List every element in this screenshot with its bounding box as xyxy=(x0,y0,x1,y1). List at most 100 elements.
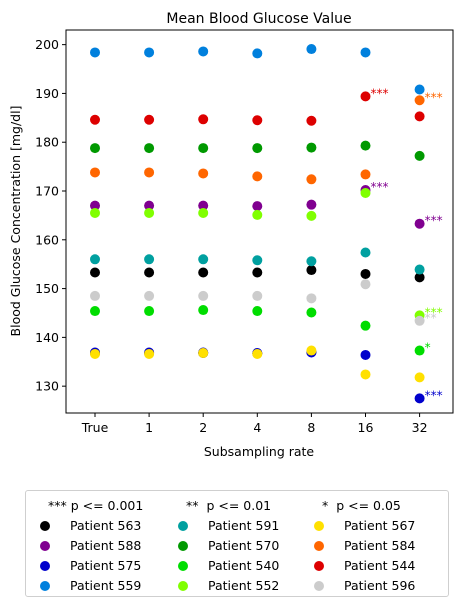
legend-label: Patient 584 xyxy=(344,538,416,553)
y-tick-label: 160 xyxy=(35,232,59,247)
data-point xyxy=(360,169,371,180)
data-point xyxy=(90,306,100,317)
data-point xyxy=(144,306,155,317)
data-point xyxy=(252,290,263,301)
data-point xyxy=(252,143,263,154)
data-point xyxy=(306,345,317,356)
legend-label: Patient 544 xyxy=(344,558,416,573)
significance-label: *** xyxy=(371,86,389,100)
data-point xyxy=(306,142,317,153)
data-point xyxy=(198,290,209,301)
x-tick-label: 4 xyxy=(253,420,261,435)
data-point xyxy=(144,47,155,58)
data-point xyxy=(414,272,425,283)
y-tick-label: 140 xyxy=(35,330,59,345)
legend-label: Patient 563 xyxy=(70,518,142,533)
data-point xyxy=(90,47,100,58)
data-point xyxy=(360,320,371,331)
legend-header: * p <= 0.05 xyxy=(322,498,401,513)
data-point xyxy=(306,115,317,126)
chart-title: Mean Blood Glucose Value xyxy=(166,11,351,27)
data-point xyxy=(252,201,263,212)
legend-marker xyxy=(178,581,188,591)
data-point xyxy=(414,95,425,106)
data-point xyxy=(144,254,155,265)
data-point xyxy=(252,171,263,182)
data-point xyxy=(414,372,425,383)
legend-label: Patient 591 xyxy=(208,518,280,533)
legend-label: Patient 575 xyxy=(70,558,142,573)
significance-label: *** xyxy=(371,180,389,194)
x-tick-label: 2 xyxy=(199,420,207,435)
data-point xyxy=(198,267,209,278)
data-point xyxy=(252,306,263,317)
data-point xyxy=(360,247,371,258)
data-point xyxy=(306,44,317,55)
data-point xyxy=(90,200,100,211)
data-point xyxy=(90,143,100,154)
significance-label: *** xyxy=(425,90,443,104)
data-point xyxy=(306,293,317,304)
significance-label: ** xyxy=(425,311,437,325)
legend-marker xyxy=(40,521,50,531)
significance-label: *** xyxy=(425,388,443,402)
data-point xyxy=(414,345,425,356)
data-point xyxy=(198,168,209,179)
data-point xyxy=(198,305,209,316)
legend-marker xyxy=(178,521,188,531)
y-tick-label: 130 xyxy=(35,379,59,394)
y-tick-label: 150 xyxy=(35,281,59,296)
legend: *** p <= 0.001 ** p <= 0.01 * p <= 0.05 Pat… xyxy=(25,490,449,597)
y-axis: 130 140 150 160 170 180 190 200 xyxy=(35,37,66,394)
data-point xyxy=(144,143,155,154)
legend-label: Patient 570 xyxy=(208,538,280,553)
y-tick-label: 200 xyxy=(35,37,59,52)
data-point xyxy=(414,150,425,161)
x-axis: True 1 2 4 8 16 32 xyxy=(81,413,428,435)
data-point xyxy=(360,140,371,151)
data-point xyxy=(360,47,371,58)
data-point xyxy=(360,279,371,290)
data-point xyxy=(360,369,371,380)
data-point xyxy=(90,290,100,301)
data-point xyxy=(252,267,263,278)
legend-label: Patient 596 xyxy=(344,578,416,593)
legend-marker xyxy=(40,541,50,551)
data-point xyxy=(414,393,425,404)
data-point xyxy=(414,111,425,122)
data-point xyxy=(306,174,317,185)
data-point xyxy=(198,254,209,265)
significance-label: *** xyxy=(425,214,443,228)
y-tick-label: 190 xyxy=(35,86,59,101)
legend-label: Patient 588 xyxy=(70,538,142,553)
legend-marker xyxy=(178,541,188,551)
data-point xyxy=(144,167,155,178)
data-point xyxy=(90,267,100,278)
data-point xyxy=(252,48,263,59)
data-point xyxy=(198,200,209,211)
y-tick-label: 170 xyxy=(35,184,59,199)
data-point xyxy=(144,267,155,278)
data-point xyxy=(414,315,425,326)
legend-marker xyxy=(314,581,324,591)
legend-label: Patient 540 xyxy=(208,558,280,573)
legend-label: Patient 552 xyxy=(208,578,280,593)
data-point xyxy=(306,307,317,318)
data-point xyxy=(144,207,155,218)
legend-marker xyxy=(314,521,324,531)
legend-header: *** p <= 0.001 xyxy=(48,498,144,513)
data-point xyxy=(252,255,263,266)
x-tick-label: 32 xyxy=(412,420,428,435)
data-point xyxy=(90,254,100,265)
significance-annotations: *** ****************** xyxy=(371,86,443,402)
data-point xyxy=(198,347,209,358)
data-point xyxy=(252,209,263,220)
legend-label: Patient 567 xyxy=(344,518,416,533)
x-axis-label: Subsampling rate xyxy=(204,444,315,459)
legend-label: Patient 559 xyxy=(70,578,142,593)
data-point xyxy=(252,348,263,359)
data-point xyxy=(414,84,425,95)
y-tick-label: 180 xyxy=(35,135,59,150)
data-points xyxy=(90,44,425,404)
chart: Mean Blood Glucose Value 130 140 150 160 170… xyxy=(8,11,454,459)
